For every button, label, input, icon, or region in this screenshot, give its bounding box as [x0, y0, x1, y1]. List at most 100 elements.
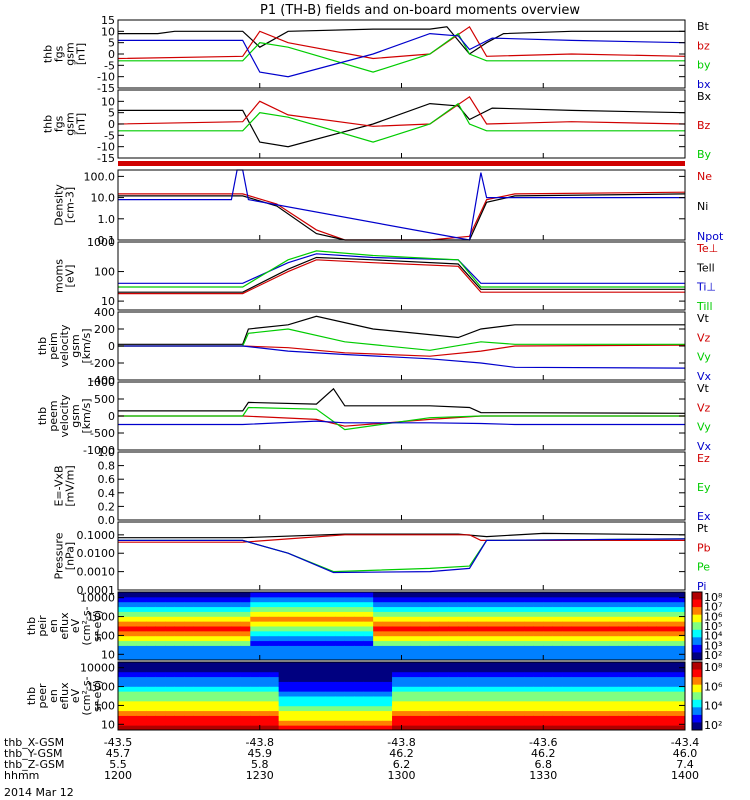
spectrogram-cell: [155, 626, 166, 632]
spectrogram-cell: [221, 655, 232, 661]
spectrogram-cell: [543, 650, 554, 656]
spectrogram-cell: [410, 611, 421, 617]
x-axis-rows: thb_X-GSM -43.5 -43.8 -43.8 -43.6 -43.4thb_Y-…: [4, 736, 699, 782]
spectrogram-cell: [203, 645, 213, 651]
spectrogram-cell: [316, 691, 327, 697]
y-tick-label: 100: [94, 699, 115, 712]
spectrogram-cell: [307, 635, 317, 642]
spectrogram-cell: [590, 640, 601, 646]
spectrogram-cell: [382, 601, 393, 608]
y-tick-label: 10: [101, 295, 115, 308]
spectrogram-cell: [637, 611, 648, 617]
spectrogram-cell: [193, 611, 204, 617]
spectrogram-cell: [221, 601, 232, 608]
spectrogram-cell: [127, 725, 138, 731]
spectrogram-cell: [666, 635, 677, 642]
spectrogram-cell: [533, 691, 544, 697]
spectrogram-cell: [618, 635, 629, 642]
spectrogram-cell: [354, 691, 365, 697]
spectrogram-cell: [448, 720, 459, 726]
spectrogram-cell: [174, 630, 185, 637]
spectrogram-cell: [429, 666, 440, 673]
spectrogram-cell: [392, 696, 402, 702]
spectrogram-cell: [647, 635, 658, 642]
spectrogram-cell: [467, 645, 478, 651]
spectrogram-cell: [269, 666, 280, 673]
spectrogram-cell: [458, 650, 469, 656]
spectrogram-cell: [637, 645, 648, 651]
spectrogram-cell: [637, 681, 648, 687]
spectrogram-cell: [420, 710, 431, 716]
spectrogram-cell: [278, 691, 289, 697]
spectrogram-cell: [439, 725, 450, 731]
spectrogram-cell: [382, 696, 393, 702]
spectrogram-cell: [392, 621, 402, 627]
spectrogram-cell: [174, 715, 185, 721]
spectrogram-cell: [439, 720, 450, 726]
spectrogram-cell: [562, 691, 573, 697]
spectrogram-cell: [609, 662, 620, 668]
spectrogram-cell: [316, 616, 327, 622]
spectrogram-cell: [392, 681, 402, 687]
spectrogram-cell: [439, 601, 450, 608]
spectrogram-cell: [505, 681, 516, 687]
colorbar-segment: [692, 669, 702, 678]
spectrogram-cell: [505, 621, 516, 627]
spectrogram-cell: [212, 626, 223, 632]
spectrogram-cell: [392, 616, 402, 622]
spectrogram-cell: [240, 630, 251, 637]
spectrogram-cell: [420, 681, 431, 687]
spectrogram-cell: [448, 640, 459, 646]
colorbar-segment: [692, 629, 702, 638]
spectrogram-cell: [203, 696, 213, 702]
spectrogram-cell: [590, 705, 601, 712]
spectrogram-cell: [278, 710, 289, 716]
spectrogram-cell: [146, 650, 157, 656]
spectrogram-cell: [373, 601, 384, 608]
spectrogram-cell: [221, 640, 232, 646]
spectrogram-cell: [269, 635, 280, 642]
spectrogram-cell: [221, 686, 232, 692]
spectrogram-cell: [609, 666, 620, 673]
spectrogram-cell: [401, 592, 412, 598]
y-tick-label: 0: [108, 118, 115, 131]
spectrogram-cell: [382, 725, 393, 731]
spectrogram-cell: [439, 710, 450, 716]
spectrogram-cell: [581, 616, 591, 622]
spectrogram-cell: [666, 691, 677, 697]
spectrogram-cell: [231, 691, 242, 697]
spectrogram-cell: [467, 606, 478, 612]
spectrogram-cell: [325, 650, 336, 656]
spectrogram-cell: [297, 725, 308, 731]
spectrogram-cell: [354, 592, 365, 598]
spectrogram-cell: [316, 640, 327, 646]
spectrogram-cell: [146, 676, 157, 682]
spectrogram-cell: [448, 645, 459, 651]
spectrogram-cell: [155, 705, 166, 712]
spectrogram-cell: [666, 666, 677, 673]
spectrogram-cell: [599, 616, 610, 622]
spectrogram-cell: [221, 676, 232, 682]
spectrogram-cell: [477, 630, 488, 637]
spectrogram-cell: [118, 691, 128, 697]
spectrogram-cell: [392, 630, 402, 637]
spectrogram-cell: [533, 725, 544, 731]
spectrogram-cell: [240, 640, 251, 646]
spectrogram-cell: [562, 662, 573, 668]
spectrogram-cell: [297, 621, 308, 627]
spectrogram-cell: [618, 621, 629, 627]
spectrogram-cell: [382, 606, 393, 612]
spectrogram-cell: [401, 710, 412, 716]
y-axis-label: Density[cm-3]: [53, 184, 77, 226]
spectrogram-cell: [524, 616, 535, 622]
spectrogram-cell: [467, 686, 478, 692]
spectrogram-cell: [221, 691, 232, 697]
spectrogram-cell: [297, 630, 308, 637]
spectrogram-cell: [344, 666, 355, 673]
spectrogram-cell: [288, 725, 299, 731]
spectrogram-cell: [429, 626, 440, 632]
spectrogram-cell: [127, 630, 138, 637]
spectrogram-cell: [618, 676, 629, 682]
spectrogram-cell: [675, 671, 686, 678]
spectrogram-cell: [259, 700, 270, 707]
